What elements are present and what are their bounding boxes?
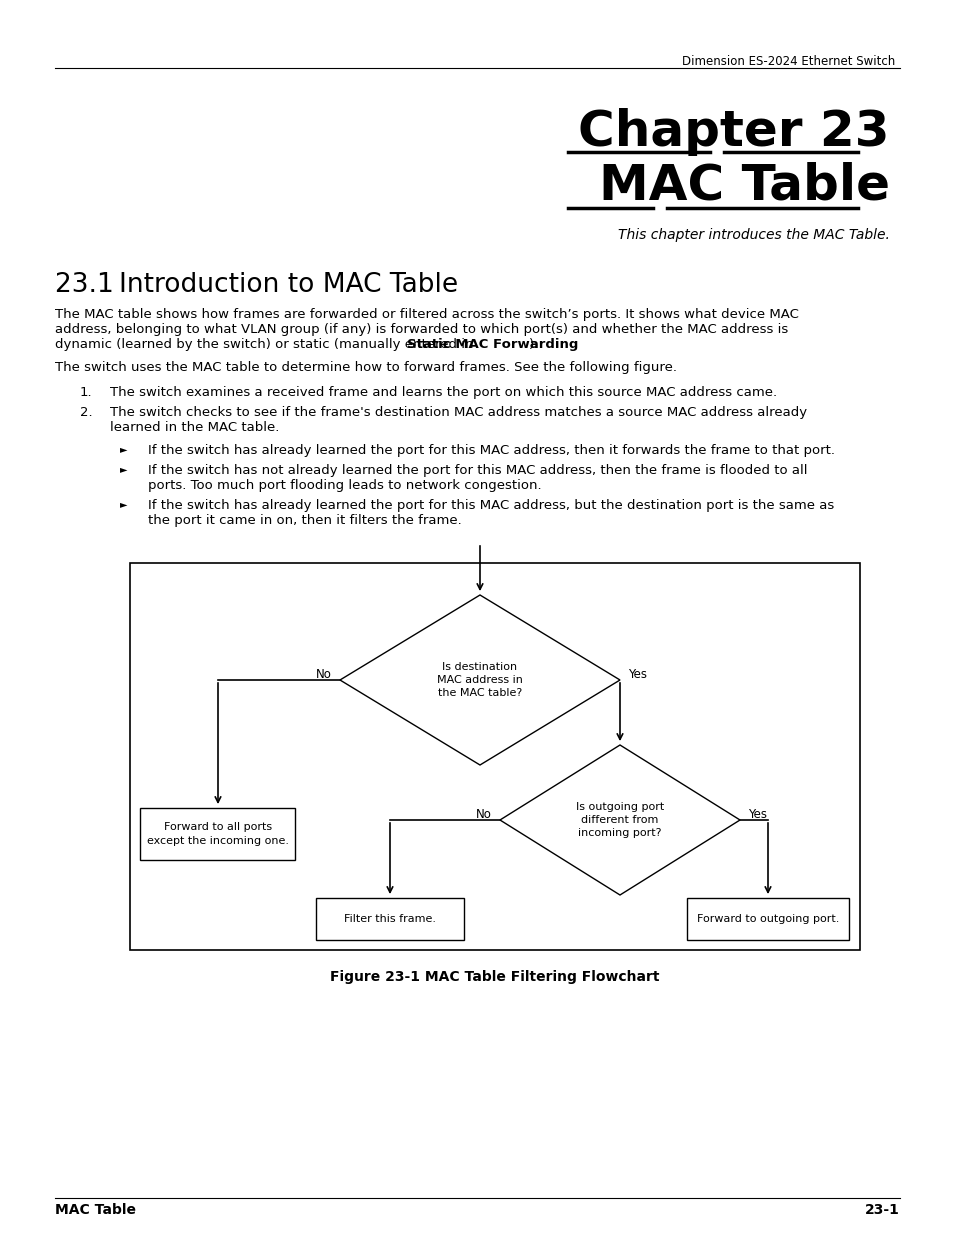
- Bar: [686, 898, 848, 940]
- Text: Dimension ES-2024 Ethernet Switch: Dimension ES-2024 Ethernet Switch: [681, 56, 894, 68]
- Text: If the switch has already learned the port for this MAC address, but the destina: If the switch has already learned the po…: [148, 499, 833, 513]
- Text: 23.1 Introduction to MAC Table: 23.1 Introduction to MAC Table: [55, 272, 457, 298]
- Text: Is outgoing port
different from
incoming port?: Is outgoing port different from incoming…: [576, 802, 663, 839]
- Text: Filter this frame.: Filter this frame.: [344, 914, 436, 924]
- Text: ).: ).: [529, 338, 538, 351]
- Text: If the switch has not already learned the port for this MAC address, then the fr: If the switch has not already learned th…: [148, 464, 806, 477]
- Text: 1.: 1.: [80, 387, 92, 399]
- Text: MAC Table: MAC Table: [55, 1203, 136, 1216]
- Text: Figure 23-1 MAC Table Filtering Flowchart: Figure 23-1 MAC Table Filtering Flowchar…: [330, 969, 659, 984]
- Text: learned in the MAC table.: learned in the MAC table.: [110, 421, 279, 433]
- Text: dynamic (learned by the switch) or static (manually entered in: dynamic (learned by the switch) or stati…: [55, 338, 477, 351]
- Text: ports. Too much port flooding leads to network congestion.: ports. Too much port flooding leads to n…: [148, 479, 541, 492]
- Text: The switch uses the MAC table to determine how to forward frames. See the follow: The switch uses the MAC table to determi…: [55, 361, 677, 374]
- Text: No: No: [476, 808, 492, 820]
- Text: This chapter introduces the MAC Table.: This chapter introduces the MAC Table.: [618, 228, 889, 242]
- Text: Static MAC Forwarding: Static MAC Forwarding: [406, 338, 578, 351]
- Text: If the switch has already learned the port for this MAC address, then it forward: If the switch has already learned the po…: [148, 445, 834, 457]
- Polygon shape: [499, 745, 740, 895]
- Text: Yes: Yes: [627, 667, 646, 680]
- Text: MAC Table: MAC Table: [598, 162, 889, 210]
- Text: Chapter 23: Chapter 23: [578, 107, 889, 156]
- Text: Forward to all ports
except the incoming one.: Forward to all ports except the incoming…: [147, 823, 289, 846]
- Bar: [130, 563, 859, 950]
- Text: The switch examines a received frame and learns the port on which this source MA: The switch examines a received frame and…: [110, 387, 777, 399]
- Text: No: No: [315, 667, 332, 680]
- Text: 23-1: 23-1: [864, 1203, 899, 1216]
- Bar: [140, 808, 295, 860]
- Text: Forward to outgoing port.: Forward to outgoing port.: [696, 914, 839, 924]
- Text: address, belonging to what VLAN group (if any) is forwarded to which port(s) and: address, belonging to what VLAN group (i…: [55, 324, 787, 336]
- Text: Yes: Yes: [747, 808, 766, 820]
- Bar: [315, 898, 463, 940]
- Text: ►: ►: [120, 464, 128, 474]
- Text: The switch checks to see if the frame's destination MAC address matches a source: The switch checks to see if the frame's …: [110, 406, 806, 419]
- Text: Is destination
MAC address in
the MAC table?: Is destination MAC address in the MAC ta…: [436, 662, 522, 698]
- Polygon shape: [339, 595, 619, 764]
- Text: ►: ►: [120, 499, 128, 509]
- Text: the port it came in on, then it filters the frame.: the port it came in on, then it filters …: [148, 514, 461, 527]
- Text: The MAC table shows how frames are forwarded or filtered across the switch’s por: The MAC table shows how frames are forwa…: [55, 308, 798, 321]
- Text: 2.: 2.: [80, 406, 92, 419]
- Text: ►: ►: [120, 445, 128, 454]
